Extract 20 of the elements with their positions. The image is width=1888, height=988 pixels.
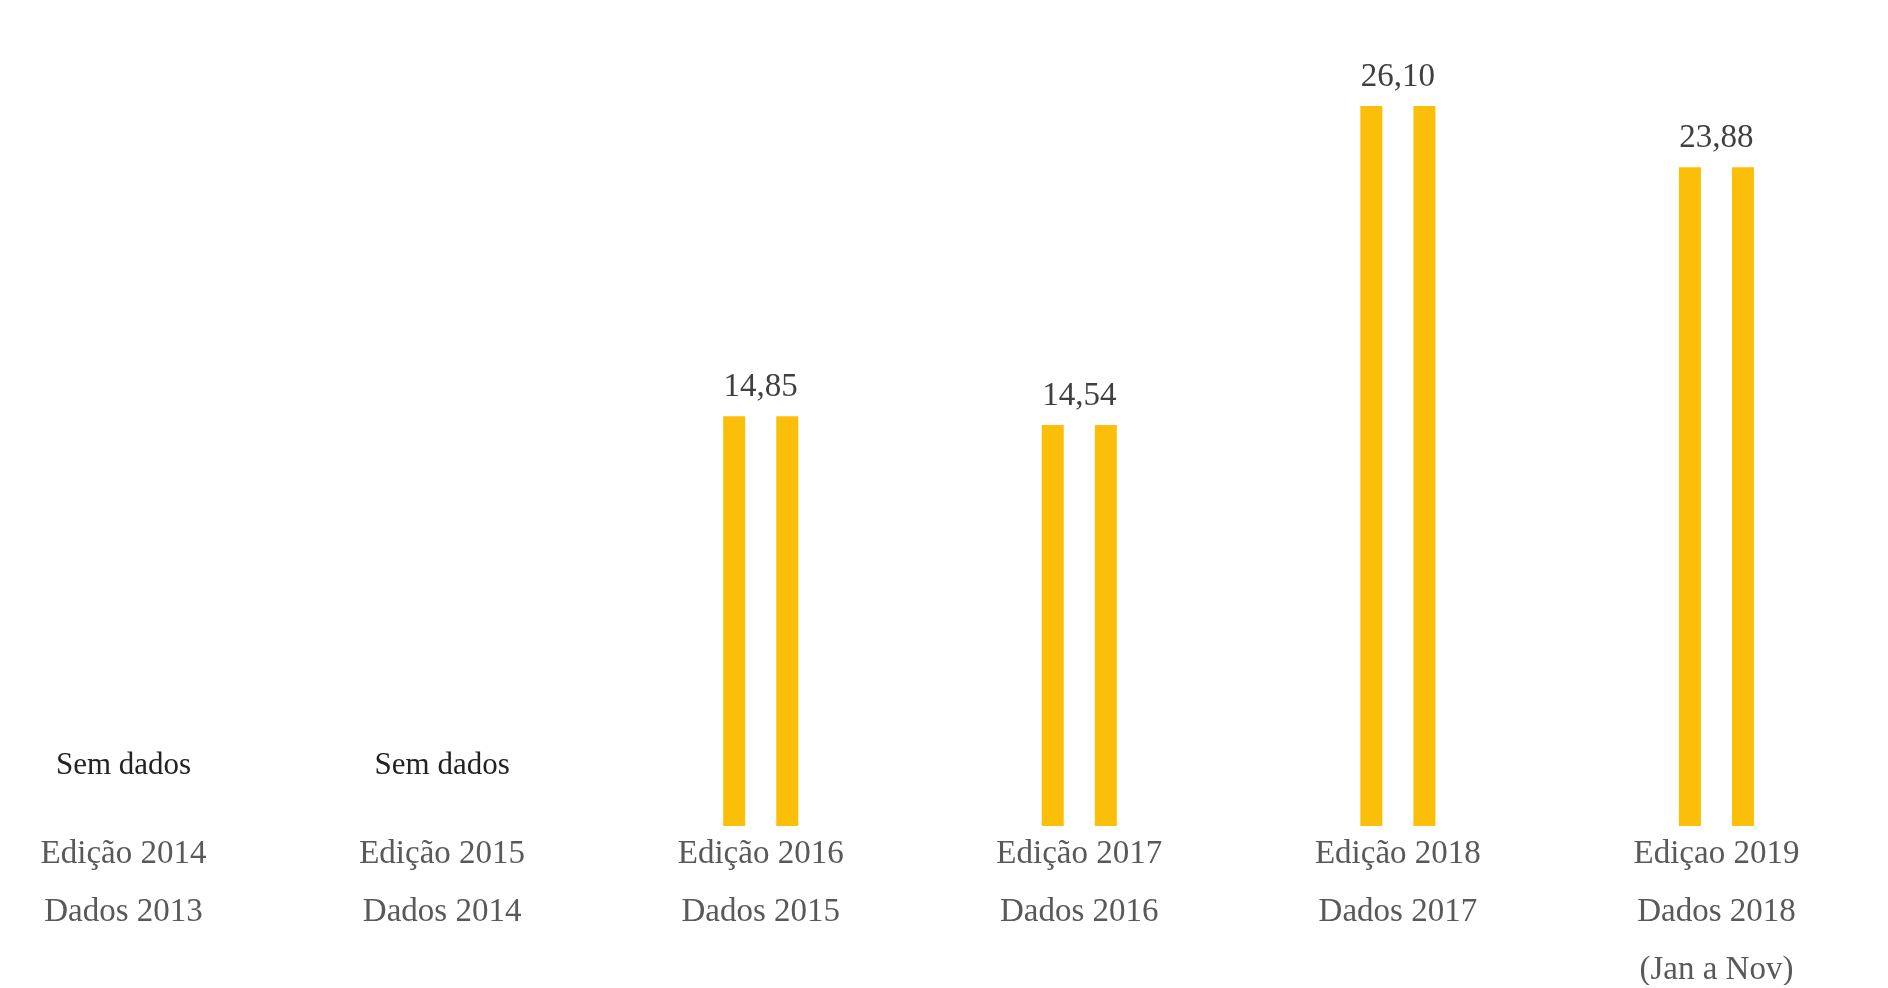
x-tick-label: Edição 2016 Dados 2015 [677,833,844,928]
bar [1732,167,1755,826]
bar [776,416,799,826]
x-tick-label: Edição 2017 Dados 2016 [996,833,1163,928]
data-label: 23,88 [1679,118,1754,155]
bar [1413,106,1436,826]
bar [1094,424,1117,826]
x-tick-label: Ediçao 2019 Dados 2018 (Jan a Nov) [1633,833,1800,987]
bar [1360,106,1383,826]
bar [1678,167,1701,826]
bar [1041,424,1064,826]
data-label: 14,85 [723,367,798,404]
data-label: 14,54 [1042,375,1117,412]
annotation: Sem dados [374,745,510,781]
x-tick-label: Edição 2014 Dados 2013 [40,833,207,928]
annotation: Sem dados [55,745,192,781]
x-tick-label: Edição 2018 Dados 2017 [1314,833,1481,928]
bar [723,416,746,826]
data-label: 26,10 [1360,57,1435,93]
x-tick-label: Edição 2015 Dados 2014 [359,833,526,928]
